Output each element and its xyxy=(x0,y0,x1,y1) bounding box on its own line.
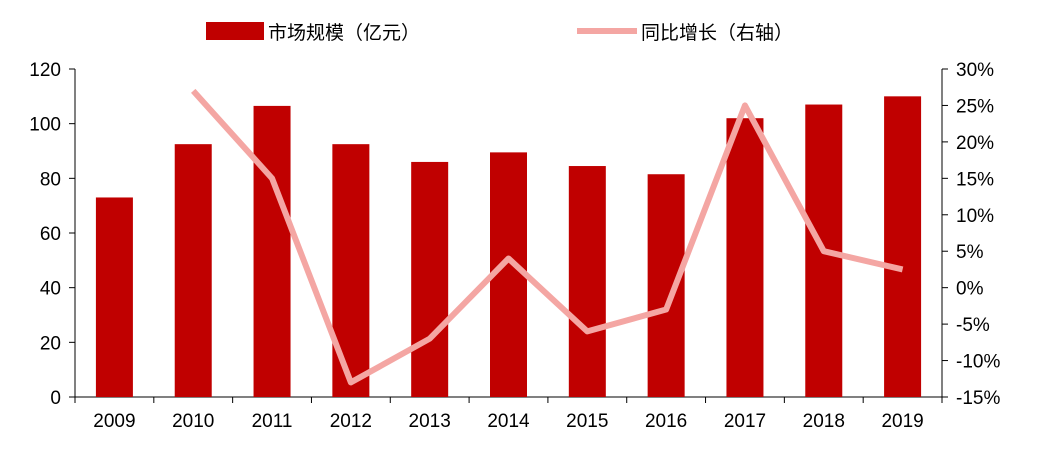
x-tick-label: 2009 xyxy=(93,411,135,432)
legend-label-line: 同比增长（右轴） xyxy=(641,22,793,44)
y-left-tick-label: 100 xyxy=(29,115,61,136)
growth-line xyxy=(193,91,902,383)
x-tick-label: 2013 xyxy=(409,411,451,432)
bar xyxy=(175,144,212,397)
bar xyxy=(648,174,685,397)
bar xyxy=(332,144,369,397)
x-tick-label: 2019 xyxy=(881,411,923,432)
bar xyxy=(569,166,606,397)
x-tick-label: 2014 xyxy=(487,411,530,432)
y-right-tick-label: 5% xyxy=(956,242,984,263)
y-left-tick-label: 120 xyxy=(29,60,61,81)
y-left-tick-label: 20 xyxy=(40,333,61,354)
y-left-tick-label: 80 xyxy=(40,169,61,190)
legend: 市场规模（亿元） 同比增长（右轴） xyxy=(206,22,793,44)
legend-label-bar: 市场规模（亿元） xyxy=(268,22,420,44)
x-tick-label: 2018 xyxy=(803,411,845,432)
y-left-tick-label: 0 xyxy=(50,388,61,409)
y-right-tick-label: 30% xyxy=(956,60,994,81)
legend-swatch-bar xyxy=(206,22,264,40)
y-right-tick-label: 15% xyxy=(956,169,994,190)
y-right-tick-label: -5% xyxy=(956,315,990,336)
x-tick-label: 2015 xyxy=(566,411,608,432)
y-right-tick-label: 20% xyxy=(956,133,994,154)
x-tick-label: 2010 xyxy=(172,411,214,432)
y-left-tick-label: 60 xyxy=(40,224,61,245)
bar-series xyxy=(96,96,921,397)
y-left-tick-label: 40 xyxy=(40,279,61,300)
bar xyxy=(254,106,291,397)
x-tick-label: 2011 xyxy=(252,411,293,432)
bar xyxy=(96,197,133,397)
x-tick-label: 2012 xyxy=(330,411,372,432)
y-right-tick-label: 0% xyxy=(956,279,984,300)
line-series xyxy=(193,91,903,383)
bar xyxy=(884,96,921,397)
y-right-tick-label: 25% xyxy=(956,96,994,117)
y-right-tick-label: 10% xyxy=(956,206,994,227)
x-tick-label: 2016 xyxy=(645,411,687,432)
y-right-tick-label: -15% xyxy=(956,388,1000,409)
y-right-tick-label: -10% xyxy=(956,352,1000,373)
x-tick-label: 2017 xyxy=(724,411,766,432)
bar xyxy=(726,118,763,397)
bar xyxy=(411,162,448,397)
